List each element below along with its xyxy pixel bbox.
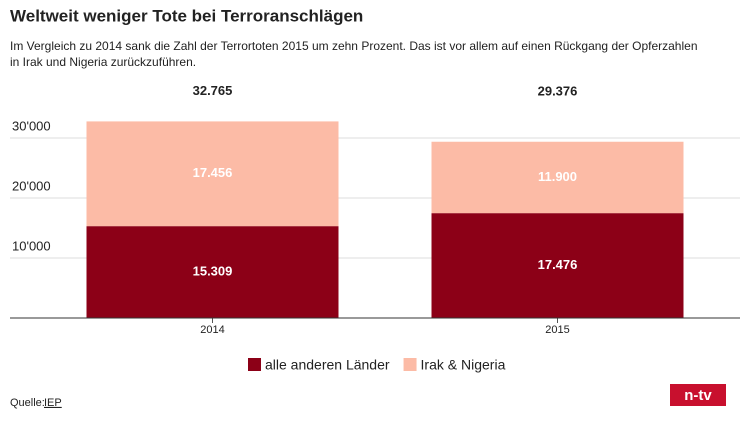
bar-segment bbox=[431, 141, 684, 214]
total-label: 32.765 bbox=[193, 83, 233, 98]
legend-swatch bbox=[248, 358, 261, 371]
logo-box bbox=[670, 384, 726, 406]
y-tick-label: 10'000 bbox=[12, 238, 51, 253]
total-label: 29.376 bbox=[538, 83, 578, 98]
source-link[interactable]: IEP bbox=[44, 397, 62, 409]
x-tick-label: 2015 bbox=[545, 324, 569, 336]
value-label: 11.900 bbox=[538, 169, 577, 184]
value-label: 17.456 bbox=[193, 165, 233, 180]
source-label: Quelle: bbox=[10, 397, 45, 409]
y-tick-label: 20'000 bbox=[12, 178, 51, 193]
subtitle: in Irak und Nigeria zurückzuführen. bbox=[10, 55, 196, 69]
bar-segment bbox=[86, 226, 339, 318]
legend-label: Irak & Nigeria bbox=[421, 357, 506, 373]
y-tick-label: 30'000 bbox=[12, 118, 51, 133]
bar-segment bbox=[86, 121, 339, 227]
logo: n-tv bbox=[684, 387, 712, 404]
subtitle: Im Vergleich zu 2014 sank die Zahl der T… bbox=[10, 39, 698, 53]
value-label: 15.309 bbox=[193, 264, 233, 279]
value-label: 17.476 bbox=[538, 257, 578, 272]
legend-swatch bbox=[403, 358, 417, 371]
chart-title: Weltweit weniger Tote bei Terroranschläg… bbox=[10, 6, 363, 25]
x-tick-label: 2014 bbox=[200, 324, 224, 336]
legend-label: alle anderen Länder bbox=[265, 357, 390, 373]
bar-segment bbox=[431, 213, 684, 318]
